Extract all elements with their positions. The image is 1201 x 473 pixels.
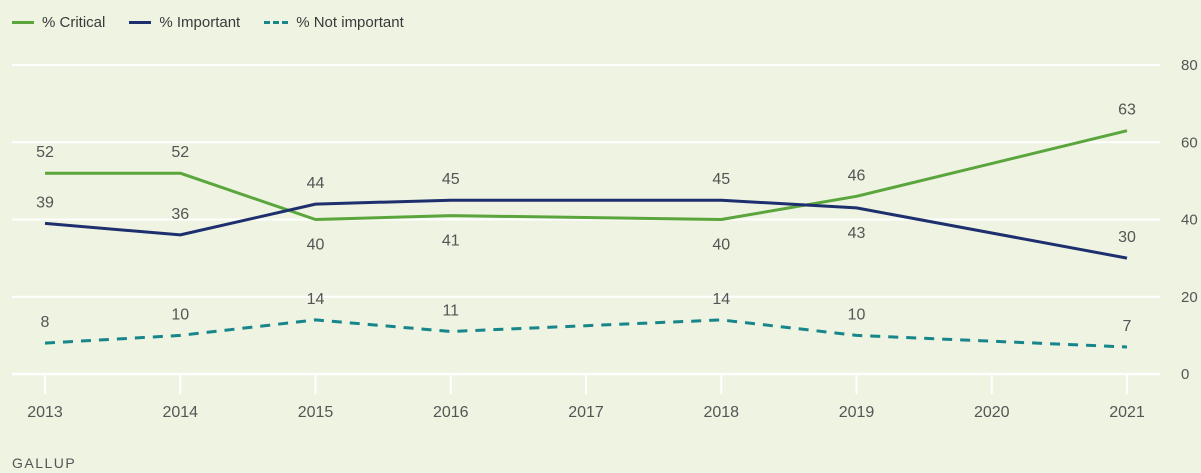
x-tick-label-2020: 2020 [974, 404, 1010, 421]
legend-label-not-important: % Not important [296, 14, 404, 31]
legend-label-critical: % Critical [42, 14, 106, 31]
data-label-not-important-2019: 10 [848, 306, 866, 323]
data-label-critical-2013: 52 [36, 144, 54, 161]
chart-legend: % Critical % Important % Not important [12, 14, 404, 31]
y-tick-label-80: 80 [1181, 57, 1198, 74]
data-label-important-2021: 30 [1118, 229, 1136, 246]
data-label-critical-2019: 46 [848, 167, 866, 184]
series-line-not-important [44, 318, 1128, 349]
data-label-important-2018: 45 [712, 171, 730, 188]
x-tick-label-2015: 2015 [298, 404, 334, 421]
x-tick-label-2019: 2019 [839, 404, 875, 421]
legend-swatch-not-important [264, 21, 289, 24]
legend-swatch-critical [12, 21, 34, 24]
data-label-important-2014: 36 [171, 206, 189, 223]
data-label-important-2019: 43 [848, 225, 866, 242]
data-label-not-important-2016: 11 [442, 303, 459, 320]
x-tick-label-2014: 2014 [162, 404, 198, 421]
data-label-critical-2018: 40 [712, 237, 730, 254]
y-tick-label-60: 60 [1181, 134, 1198, 151]
y-tick-label-0: 0 [1181, 366, 1189, 383]
y-tick-label-20: 20 [1181, 289, 1198, 306]
source-label: GALLUP [12, 455, 77, 471]
x-tick-label-2021: 2021 [1109, 404, 1145, 421]
data-label-important-2016: 45 [442, 171, 460, 188]
legend-item-critical[interactable]: % Critical [12, 14, 105, 31]
data-label-important-2013: 39 [36, 194, 54, 211]
data-label-critical-2014: 52 [171, 144, 189, 161]
y-tick-label-40: 40 [1181, 212, 1198, 229]
data-label-important-2015: 44 [307, 175, 325, 192]
data-label-not-important-2018: 14 [712, 291, 730, 308]
data-label-not-important-2015: 14 [307, 291, 325, 308]
x-tick-label-2017: 2017 [568, 404, 604, 421]
data-label-critical-2021: 63 [1118, 102, 1136, 119]
legend-item-not-important[interactable]: % Not important [264, 14, 404, 31]
data-label-critical-2015: 40 [307, 237, 325, 254]
data-label-not-important-2014: 10 [171, 306, 189, 323]
data-label-not-important-2021: 7 [1123, 318, 1132, 335]
series-line-critical [45, 129, 1128, 221]
legend-swatch-important [129, 21, 152, 24]
x-tick-label-2013: 2013 [27, 404, 63, 421]
series-line-important [44, 198, 1128, 260]
x-tick-label-2016: 2016 [433, 404, 469, 421]
data-label-not-important-2013: 8 [41, 314, 50, 331]
legend-item-important[interactable]: % Important [129, 14, 240, 31]
x-tick-label-2018: 2018 [703, 404, 739, 421]
legend-label-important: % Important [159, 14, 241, 31]
data-label-critical-2016: 41 [442, 233, 460, 250]
